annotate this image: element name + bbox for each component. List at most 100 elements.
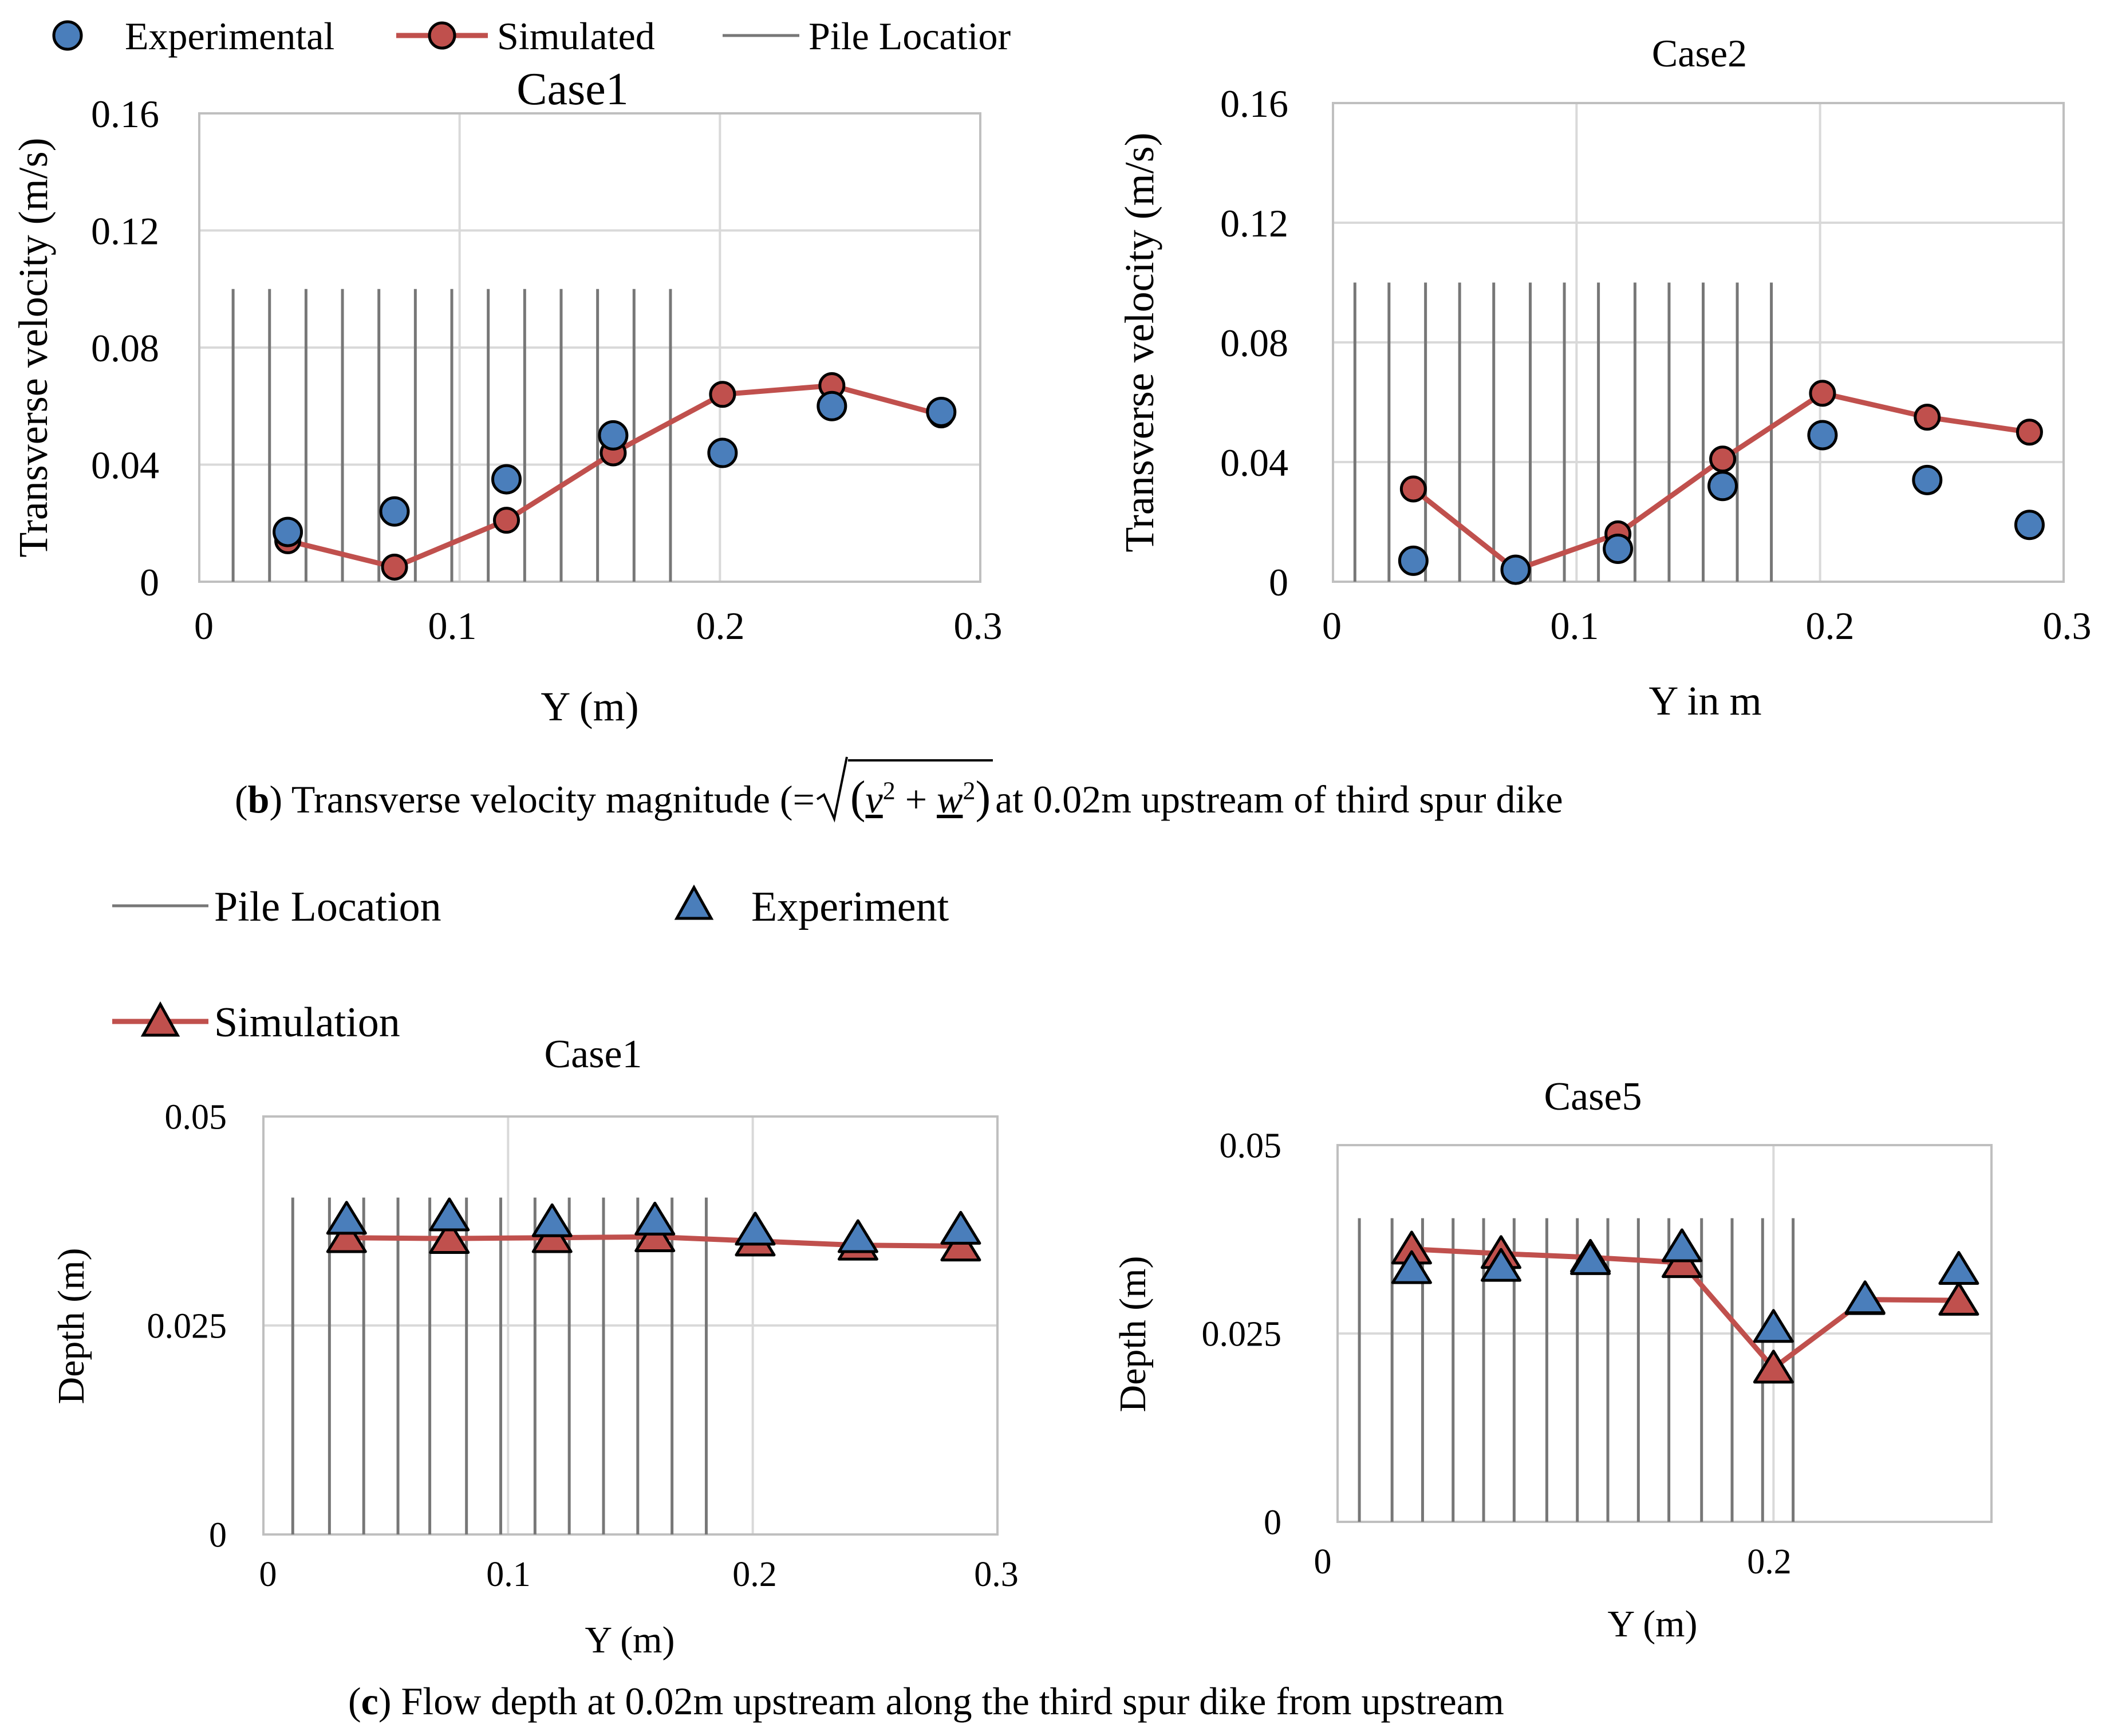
x-tick-label: 0 [1314, 1542, 1332, 1581]
chart-title: Case1 [516, 64, 629, 115]
data-point-experimental [1807, 420, 1838, 451]
data-point-simulated [1809, 380, 1836, 407]
y-axis-label: Depth (m) [1112, 1256, 1154, 1412]
caption-b-letter: b [247, 778, 270, 821]
legend-c: Pile Location Experiment Simulation [112, 883, 949, 1046]
y-tick-label: 0.025 [1202, 1315, 1282, 1354]
chart-c1: 0 0.025 0.05 0 0.1 0.2 0.3 Case1 Y (m) Depth (m) [50, 1032, 1019, 1661]
data-point-experimental [1603, 534, 1634, 565]
data-point-simulation [1938, 1281, 1979, 1316]
data-point-experiment [429, 1197, 470, 1232]
data-point-experiment [940, 1210, 981, 1245]
data-point-experiment [1753, 1309, 1794, 1343]
data-point-experiment [1938, 1250, 1979, 1285]
x-tick-label: 0.2 [1806, 604, 1855, 648]
y-axis-label: Depth (m) [50, 1248, 92, 1404]
y-tick-label: 0.08 [91, 326, 159, 370]
x-axis-label: Y (m) [541, 684, 638, 729]
legend-simulated-label: Simulated [497, 14, 655, 58]
data-point-experiment [1844, 1280, 1886, 1315]
x-tick-label: 0.3 [974, 1555, 1019, 1594]
x-tick-label: 0 [1322, 604, 1342, 648]
formula-v: v [865, 778, 883, 821]
chart-title: Case1 [544, 1032, 642, 1076]
plot-area [198, 112, 981, 583]
data-point-experimental [379, 496, 410, 527]
y-tick-label: 0 [209, 1516, 227, 1555]
data-point-experiment [1570, 1241, 1611, 1275]
data-point-simulated [381, 553, 408, 581]
data-point-experimental [1707, 471, 1738, 502]
data-point-experimental [926, 396, 957, 427]
data-point-experimental [1912, 464, 1943, 495]
legend-pile-label: Pile Locatior [808, 14, 1011, 58]
caption-b-formula: (v2 + w2) [815, 756, 995, 824]
x-tick-label: 0.2 [696, 604, 745, 648]
chart-b1: 0 0.04 0.08 0.12 0.16 0 0.1 0.2 0.3 Case1 Y (m) Tra… [10, 64, 1003, 729]
caption-c-text: ) Flow depth at 0.02m upstream along the… [378, 1679, 1504, 1723]
y-axis-label: Transverse velocity (m/s) [1117, 132, 1162, 552]
legend-experimental-marker [52, 20, 83, 51]
formula-w: w [937, 778, 963, 821]
data-point-simulated [1399, 475, 1427, 503]
legend-simulated-marker [428, 21, 456, 50]
formula-paren-close: ) [975, 772, 991, 823]
x-tick-label: 0.2 [732, 1555, 777, 1594]
data-point-experimental [817, 390, 847, 421]
formula-paren-open: ( [850, 772, 866, 823]
x-axis-label: Y (m) [585, 1619, 675, 1661]
legend-experimental-label: Experimental [125, 14, 334, 58]
chart-title: Case5 [1544, 1075, 1642, 1119]
plot-area [1332, 102, 2065, 583]
x-tick-label: 0.1 [486, 1555, 531, 1594]
data-point-simulation [1753, 1350, 1794, 1384]
chart-b2: 0 0.04 0.08 0.12 0.16 0 0.1 0.2 0.3 Case2 Y in m Tr… [1117, 31, 2092, 724]
data-point-experimental [1500, 554, 1531, 585]
y-tick-label: 0.16 [1220, 82, 1288, 125]
x-tick-label: 0.1 [1551, 604, 1599, 648]
caption-b-text-2: at 0.02m upstream of third spur dike [995, 778, 1563, 821]
formula-overbar [847, 759, 993, 762]
legend-b: Experimental Simulated Pile Locatior [52, 14, 1011, 58]
data-point-experiment [634, 1201, 676, 1236]
data-point-experiment [531, 1203, 573, 1237]
caption-c: (c) Flow depth at 0.02m upstream along t… [348, 1679, 1504, 1723]
y-tick-label: 0 [1264, 1504, 1281, 1542]
y-tick-label: 0.08 [1220, 321, 1288, 365]
y-tick-label: 0 [1269, 561, 1288, 604]
formula-w-exp: 2 [963, 776, 976, 805]
data-point-experimental [1398, 545, 1429, 576]
y-tick-label: 0.12 [91, 209, 159, 252]
y-tick-label: 0.04 [91, 443, 159, 487]
legend-experiment-marker [674, 884, 714, 920]
caption-b: (b) Transverse velocity magnitude (= (v2 … [235, 756, 1563, 824]
y-tick-label: 0 [140, 561, 159, 604]
data-point-experiment [735, 1212, 776, 1246]
x-tick-label: 0.3 [2043, 604, 2092, 648]
y-tick-label: 0.04 [1220, 441, 1288, 484]
data-point-simulation [326, 1219, 367, 1253]
data-point-simulated [493, 507, 520, 534]
y-axis-label: Transverse velocity (m/s) [10, 137, 56, 557]
data-point-simulated [1914, 404, 1941, 431]
x-tick-label: 0.2 [1747, 1542, 1792, 1581]
y-tick-label: 0.16 [91, 92, 159, 136]
sqrt-symbol-icon [816, 756, 848, 823]
formula-v-exp: 2 [882, 776, 896, 805]
data-point-experimental [273, 516, 303, 547]
y-tick-label: 0.12 [1220, 202, 1288, 245]
chart-title: Case2 [1652, 31, 1747, 75]
plot-area [1336, 1144, 1993, 1523]
data-point-experimental [598, 420, 629, 451]
legend-c-pile-label: Pile Location [214, 883, 441, 930]
legend-simulation-marker [140, 1001, 180, 1037]
formula-plus: + [905, 778, 928, 821]
data-point-experimental [707, 437, 738, 468]
x-axis-label: Y (m) [1607, 1603, 1697, 1645]
data-point-experimental [491, 464, 522, 495]
data-point-simulation [429, 1220, 470, 1254]
data-point-experiment [1481, 1248, 1521, 1282]
legend-experiment-label: Experiment [751, 883, 949, 930]
chart-c2: 0 0.025 0.05 0 0.2 Case5 Y (m) Depth (m) [1112, 1075, 1993, 1645]
x-tick-label: 0 [194, 604, 214, 648]
